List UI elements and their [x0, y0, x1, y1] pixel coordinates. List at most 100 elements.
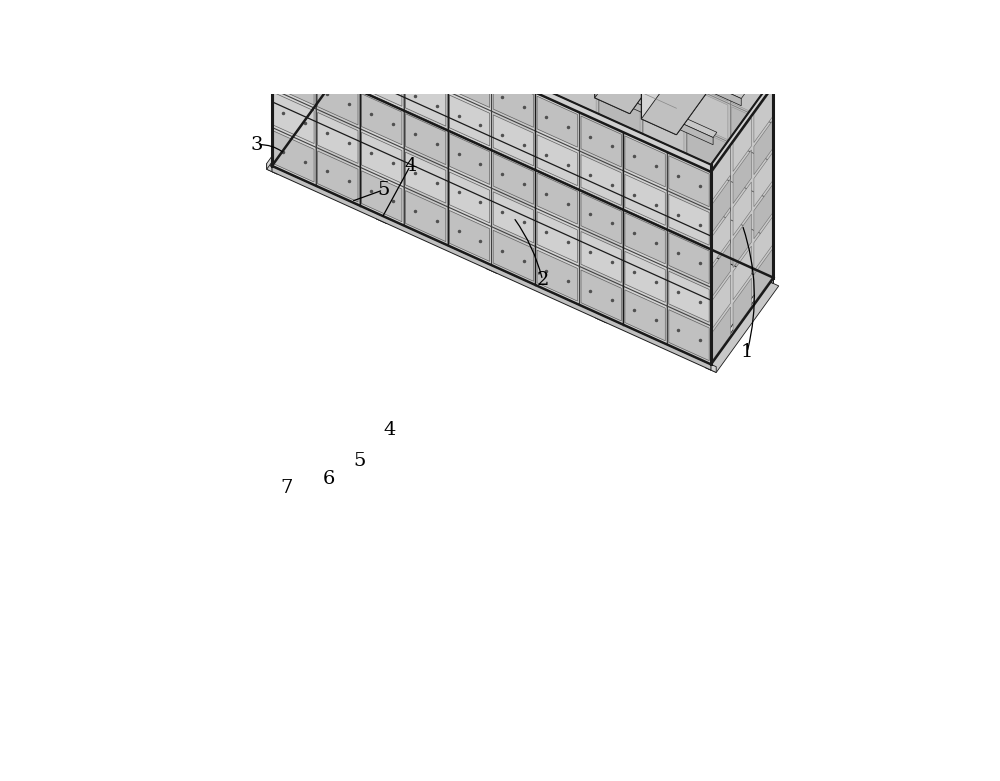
- Polygon shape: [625, 174, 665, 226]
- Polygon shape: [318, 74, 358, 125]
- Polygon shape: [644, 28, 684, 81]
- Polygon shape: [581, 155, 621, 205]
- Polygon shape: [733, 214, 751, 268]
- Polygon shape: [274, 39, 333, 129]
- Polygon shape: [362, 132, 402, 184]
- Polygon shape: [623, 132, 667, 344]
- Text: 7: 7: [281, 479, 293, 497]
- Text: 1: 1: [741, 344, 753, 362]
- Polygon shape: [272, 0, 711, 172]
- Polygon shape: [630, 0, 677, 113]
- Polygon shape: [644, 144, 684, 197]
- Polygon shape: [424, 6, 464, 59]
- Polygon shape: [449, 56, 490, 108]
- Polygon shape: [687, 125, 728, 178]
- Polygon shape: [334, 0, 773, 85]
- Polygon shape: [267, 83, 340, 174]
- Polygon shape: [556, 27, 596, 80]
- Polygon shape: [455, 0, 490, 50]
- Polygon shape: [754, 217, 772, 271]
- Polygon shape: [380, 63, 421, 116]
- Polygon shape: [490, 0, 537, 50]
- Polygon shape: [712, 243, 731, 297]
- Polygon shape: [272, 0, 773, 172]
- Polygon shape: [537, 134, 577, 186]
- Polygon shape: [318, 35, 358, 87]
- Polygon shape: [272, 0, 334, 166]
- Polygon shape: [512, 46, 552, 99]
- Polygon shape: [405, 75, 446, 126]
- Polygon shape: [579, 112, 623, 325]
- Polygon shape: [424, 84, 464, 136]
- Polygon shape: [669, 155, 709, 207]
- Polygon shape: [336, 44, 377, 96]
- Polygon shape: [380, 0, 421, 39]
- Polygon shape: [731, 145, 772, 198]
- Polygon shape: [536, 0, 583, 71]
- Polygon shape: [583, 0, 630, 92]
- Polygon shape: [625, 251, 665, 302]
- Polygon shape: [644, 105, 684, 159]
- Polygon shape: [731, 68, 772, 121]
- Polygon shape: [581, 270, 621, 321]
- Polygon shape: [548, 23, 583, 92]
- Polygon shape: [501, 0, 583, 19]
- Polygon shape: [625, 213, 665, 264]
- Polygon shape: [537, 96, 577, 147]
- Text: 4: 4: [404, 157, 416, 175]
- Polygon shape: [669, 310, 709, 361]
- Polygon shape: [754, 185, 772, 239]
- Polygon shape: [535, 92, 579, 305]
- Polygon shape: [512, 8, 552, 60]
- Polygon shape: [449, 134, 490, 184]
- Polygon shape: [712, 275, 731, 329]
- Polygon shape: [625, 136, 665, 187]
- Polygon shape: [733, 182, 751, 236]
- Polygon shape: [600, 9, 640, 62]
- Polygon shape: [318, 0, 358, 48]
- Polygon shape: [362, 171, 402, 222]
- Polygon shape: [688, 1, 723, 70]
- Polygon shape: [468, 26, 508, 79]
- Polygon shape: [274, 93, 314, 144]
- Polygon shape: [595, 33, 677, 113]
- Polygon shape: [556, 143, 596, 195]
- Text: 3: 3: [251, 136, 263, 154]
- Polygon shape: [424, 0, 464, 20]
- Polygon shape: [376, 127, 439, 219]
- Polygon shape: [493, 77, 534, 127]
- Polygon shape: [376, 132, 450, 223]
- Polygon shape: [337, 0, 745, 98]
- Polygon shape: [267, 77, 329, 169]
- Text: 2: 2: [536, 271, 549, 289]
- Polygon shape: [449, 210, 490, 262]
- Polygon shape: [548, 12, 630, 92]
- Polygon shape: [468, 0, 508, 41]
- Polygon shape: [687, 48, 728, 102]
- Polygon shape: [595, 0, 630, 27]
- Polygon shape: [596, 226, 658, 318]
- Polygon shape: [731, 222, 772, 275]
- Polygon shape: [667, 152, 711, 364]
- Polygon shape: [267, 163, 277, 174]
- Polygon shape: [486, 182, 559, 273]
- Polygon shape: [600, 162, 640, 216]
- Polygon shape: [397, 0, 443, 8]
- Polygon shape: [512, 123, 552, 176]
- Polygon shape: [337, 0, 741, 105]
- Polygon shape: [274, 0, 332, 159]
- Polygon shape: [706, 276, 768, 368]
- Polygon shape: [754, 89, 772, 143]
- Polygon shape: [731, 107, 772, 159]
- Polygon shape: [596, 231, 669, 323]
- Polygon shape: [581, 231, 621, 283]
- Polygon shape: [669, 233, 709, 284]
- Polygon shape: [581, 116, 621, 167]
- Polygon shape: [600, 124, 640, 177]
- Polygon shape: [334, 80, 773, 284]
- Polygon shape: [733, 150, 751, 204]
- Polygon shape: [449, 95, 490, 146]
- Text: 4: 4: [383, 422, 395, 440]
- Polygon shape: [687, 164, 728, 216]
- Polygon shape: [641, 1, 723, 82]
